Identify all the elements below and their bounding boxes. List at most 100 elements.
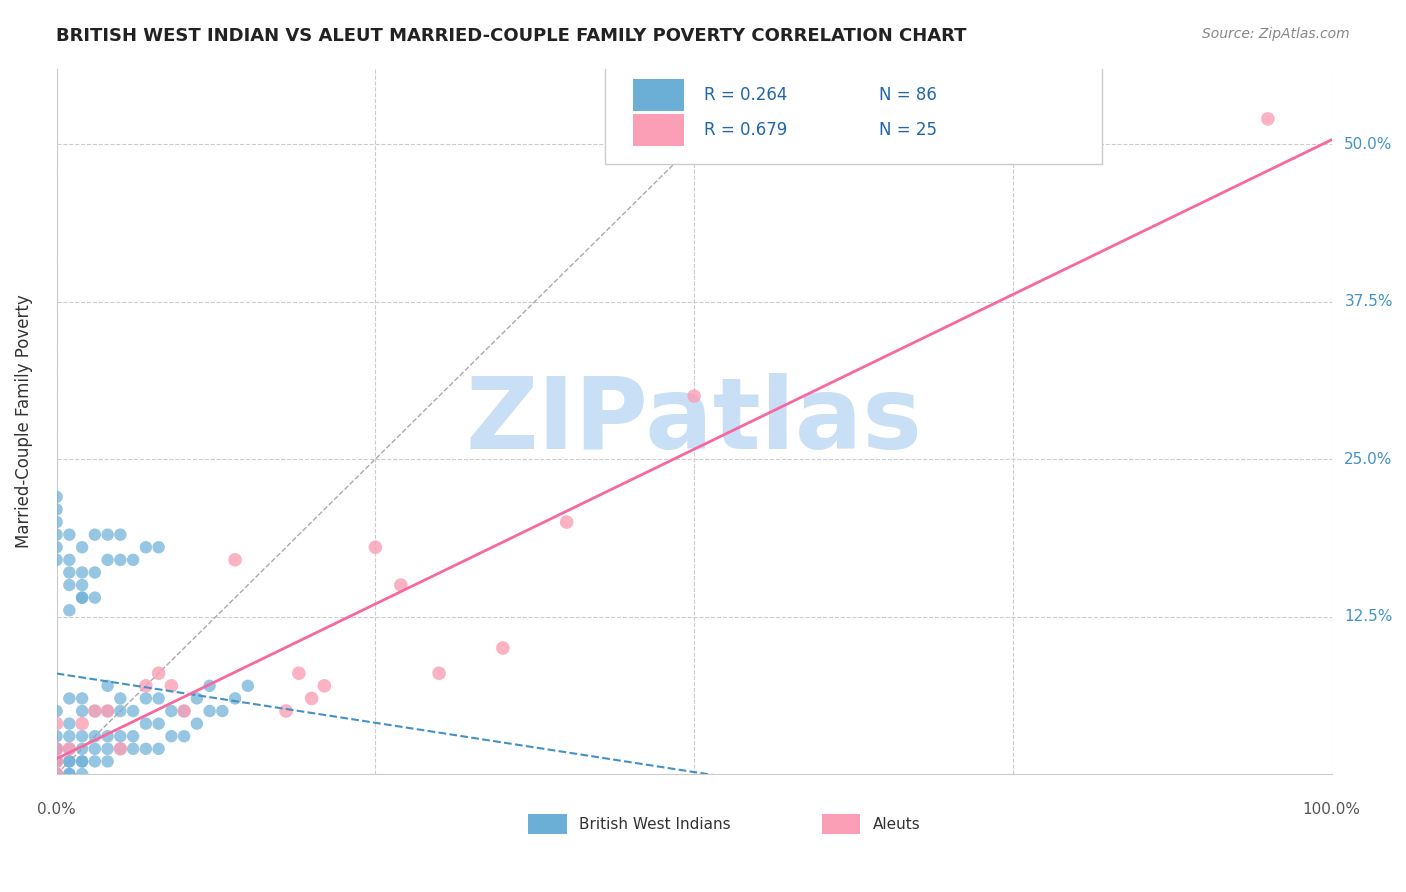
- Text: 0.0%: 0.0%: [37, 802, 76, 817]
- Point: [364, 541, 387, 555]
- Point: [70, 729, 93, 743]
- Point: [135, 679, 157, 693]
- Point: [211, 704, 233, 718]
- Text: Aleuts: Aleuts: [873, 816, 921, 831]
- Text: 25.0%: 25.0%: [1344, 451, 1393, 467]
- Point: [198, 704, 221, 718]
- Point: [70, 755, 93, 769]
- Point: [70, 691, 93, 706]
- Point: [389, 578, 412, 592]
- Point: [301, 691, 323, 706]
- Point: [70, 591, 93, 605]
- Point: [70, 755, 93, 769]
- Point: [45, 755, 67, 769]
- Point: [45, 767, 67, 781]
- Point: [45, 755, 67, 769]
- Point: [45, 767, 67, 781]
- Point: [45, 755, 67, 769]
- Point: [45, 541, 67, 555]
- Point: [58, 767, 80, 781]
- Point: [58, 729, 80, 743]
- Text: Source: ZipAtlas.com: Source: ZipAtlas.com: [1202, 27, 1350, 41]
- Text: ZIPatlas: ZIPatlas: [465, 373, 922, 470]
- Point: [58, 755, 80, 769]
- Point: [83, 566, 105, 580]
- Point: [110, 553, 132, 567]
- Point: [70, 704, 93, 718]
- Point: [58, 553, 80, 567]
- Point: [45, 704, 67, 718]
- Text: British West Indians: British West Indians: [579, 816, 731, 831]
- Y-axis label: Married-Couple Family Poverty: Married-Couple Family Poverty: [15, 294, 32, 549]
- Point: [186, 716, 208, 731]
- Point: [122, 553, 145, 567]
- Point: [45, 767, 67, 781]
- Point: [45, 767, 67, 781]
- Bar: [529, 814, 567, 834]
- Bar: [633, 79, 683, 111]
- Point: [236, 679, 259, 693]
- Text: 50.0%: 50.0%: [1344, 136, 1393, 152]
- Point: [97, 704, 120, 718]
- Point: [45, 755, 67, 769]
- Point: [45, 741, 67, 756]
- FancyBboxPatch shape: [605, 62, 1102, 164]
- Bar: [633, 114, 683, 146]
- Point: [186, 691, 208, 706]
- Point: [555, 515, 578, 529]
- Point: [58, 716, 80, 731]
- Text: N = 86: N = 86: [879, 86, 936, 103]
- Point: [45, 741, 67, 756]
- Point: [122, 704, 145, 718]
- Point: [45, 741, 67, 756]
- Point: [135, 541, 157, 555]
- Point: [45, 553, 67, 567]
- Text: 37.5%: 37.5%: [1344, 294, 1393, 310]
- Point: [148, 716, 170, 731]
- Point: [83, 741, 105, 756]
- Point: [492, 640, 515, 655]
- Point: [58, 741, 80, 756]
- Point: [45, 716, 67, 731]
- Point: [45, 490, 67, 504]
- Point: [45, 502, 67, 516]
- Point: [83, 729, 105, 743]
- Point: [70, 591, 93, 605]
- Point: [288, 666, 311, 681]
- Point: [97, 755, 120, 769]
- Point: [58, 566, 80, 580]
- Point: [83, 755, 105, 769]
- Point: [224, 691, 246, 706]
- Point: [198, 679, 221, 693]
- Point: [83, 704, 105, 718]
- Point: [58, 527, 80, 541]
- Text: 12.5%: 12.5%: [1344, 609, 1393, 624]
- Point: [135, 741, 157, 756]
- Point: [148, 691, 170, 706]
- Text: N = 25: N = 25: [879, 121, 936, 139]
- Point: [70, 541, 93, 555]
- Text: R = 0.679: R = 0.679: [704, 121, 787, 139]
- Point: [97, 553, 120, 567]
- Point: [110, 729, 132, 743]
- Point: [110, 691, 132, 706]
- Point: [148, 666, 170, 681]
- Point: [70, 578, 93, 592]
- Point: [135, 716, 157, 731]
- Point: [45, 729, 67, 743]
- Text: R = 0.264: R = 0.264: [704, 86, 787, 103]
- Text: 100.0%: 100.0%: [1302, 802, 1361, 817]
- Point: [173, 704, 195, 718]
- Point: [148, 541, 170, 555]
- Point: [148, 741, 170, 756]
- Point: [45, 527, 67, 541]
- Point: [70, 566, 93, 580]
- Point: [274, 704, 297, 718]
- Point: [58, 578, 80, 592]
- Point: [70, 767, 93, 781]
- Point: [58, 691, 80, 706]
- Point: [83, 527, 105, 541]
- Point: [110, 704, 132, 718]
- Point: [45, 515, 67, 529]
- Point: [97, 527, 120, 541]
